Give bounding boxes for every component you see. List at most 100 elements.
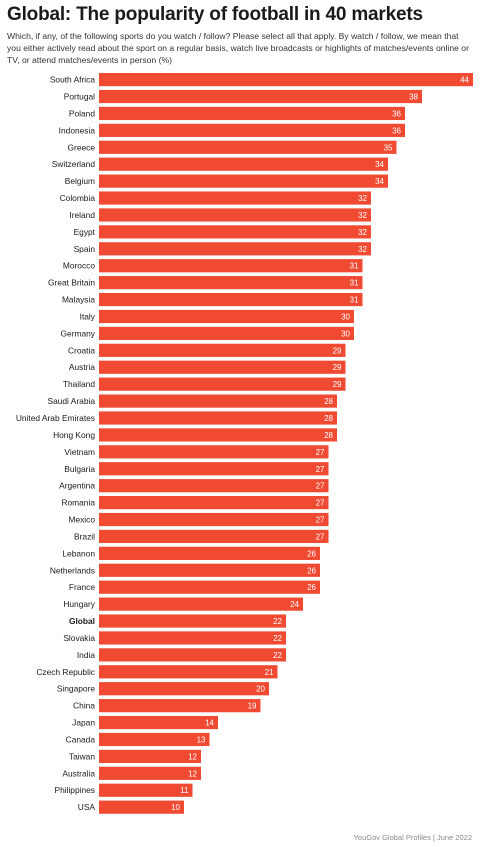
bar-mexico bbox=[99, 512, 329, 527]
value-label-great-britain: 31 bbox=[350, 279, 359, 288]
category-label-greece: Greece bbox=[68, 142, 96, 152]
category-label-morocco: Morocco bbox=[63, 261, 95, 271]
category-label-belgium: Belgium bbox=[65, 176, 95, 186]
category-label-south-africa: South Africa bbox=[50, 75, 96, 85]
bar-china bbox=[99, 699, 261, 713]
value-label-portugal: 38 bbox=[409, 93, 418, 102]
category-label-egypt: Egypt bbox=[74, 227, 96, 237]
category-label-france: France bbox=[69, 582, 95, 592]
category-label-global: Global bbox=[69, 616, 95, 626]
category-label-germany: Germany bbox=[61, 328, 96, 338]
category-label-india: India bbox=[77, 650, 96, 660]
category-label-canada: Canada bbox=[66, 734, 96, 744]
category-label-singapore: Singapore bbox=[57, 684, 96, 694]
category-label-netherlands: Netherlands bbox=[50, 565, 95, 575]
bar-croatia bbox=[99, 343, 346, 357]
value-label-india: 22 bbox=[273, 651, 282, 660]
category-label-vietnam: Vietnam bbox=[64, 447, 95, 457]
value-label-italy: 30 bbox=[341, 312, 350, 321]
value-label-singapore: 20 bbox=[256, 685, 265, 694]
category-label-slovakia: Slovakia bbox=[63, 633, 95, 643]
category-label-croatia: Croatia bbox=[68, 345, 95, 355]
category-label-taiwan: Taiwan bbox=[69, 751, 95, 761]
bar-philippines bbox=[99, 783, 193, 797]
category-label-czech-republic: Czech Republic bbox=[36, 667, 95, 677]
value-label-south-africa: 44 bbox=[460, 76, 469, 85]
bar-france bbox=[99, 580, 320, 594]
bar-portugal bbox=[99, 89, 422, 104]
bar-canada bbox=[99, 732, 210, 747]
bar-vietnam bbox=[99, 445, 329, 459]
bar-south-africa bbox=[99, 73, 473, 87]
value-label-netherlands: 26 bbox=[307, 566, 316, 575]
value-label-brazil: 27 bbox=[316, 532, 325, 541]
category-label-china: China bbox=[73, 701, 95, 711]
value-label-hong-kong: 28 bbox=[324, 431, 333, 440]
category-label-poland: Poland bbox=[69, 108, 95, 118]
bar-global bbox=[99, 614, 286, 628]
category-label-ireland: Ireland bbox=[69, 210, 95, 220]
value-label-austria: 29 bbox=[333, 363, 342, 372]
bar-saudi-arabia bbox=[99, 394, 337, 408]
value-label-switzerland: 34 bbox=[375, 160, 384, 169]
category-label-malaysia: Malaysia bbox=[62, 295, 95, 305]
value-label-argentina: 27 bbox=[316, 482, 325, 491]
value-label-czech-republic: 21 bbox=[265, 668, 274, 677]
bar-japan bbox=[99, 715, 218, 730]
category-label-brazil: Brazil bbox=[74, 531, 95, 541]
category-label-great-britain: Great Britain bbox=[48, 278, 95, 288]
value-label-mexico: 27 bbox=[316, 516, 325, 525]
bar-netherlands bbox=[99, 563, 320, 577]
category-label-portugal: Portugal bbox=[64, 92, 95, 102]
bar-poland bbox=[99, 106, 405, 121]
category-label-usa: USA bbox=[78, 802, 96, 812]
value-label-greece: 35 bbox=[384, 143, 393, 152]
category-label-spain: Spain bbox=[74, 244, 96, 254]
bar-indonesia bbox=[99, 123, 405, 137]
value-label-taiwan: 12 bbox=[188, 752, 197, 761]
category-label-japan: Japan bbox=[72, 718, 95, 728]
value-label-china: 19 bbox=[248, 702, 257, 711]
value-label-france: 26 bbox=[307, 583, 316, 592]
bar-ireland bbox=[99, 208, 371, 222]
bar-united-arab-emirates bbox=[99, 411, 337, 425]
value-label-philippines: 11 bbox=[180, 786, 189, 795]
bar-thailand bbox=[99, 377, 346, 391]
value-label-australia: 12 bbox=[188, 769, 197, 778]
bar-slovakia bbox=[99, 631, 286, 645]
bar-hong-kong bbox=[99, 428, 337, 442]
bar-austria bbox=[99, 360, 346, 374]
value-label-hungary: 24 bbox=[290, 600, 299, 609]
value-label-croatia: 29 bbox=[333, 346, 342, 355]
value-label-morocco: 31 bbox=[350, 262, 359, 271]
bar-india bbox=[99, 648, 286, 662]
category-label-lebanon: Lebanon bbox=[62, 548, 95, 558]
bar-australia bbox=[99, 766, 201, 780]
value-label-japan: 14 bbox=[205, 719, 214, 728]
category-label-australia: Australia bbox=[62, 768, 95, 778]
value-label-global: 22 bbox=[273, 617, 282, 626]
value-label-belgium: 34 bbox=[375, 177, 384, 186]
value-label-poland: 36 bbox=[392, 109, 401, 118]
bar-bulgaria bbox=[99, 462, 329, 476]
value-label-thailand: 29 bbox=[333, 380, 342, 389]
category-label-colombia: Colombia bbox=[60, 193, 96, 203]
bar-italy bbox=[99, 309, 354, 324]
category-label-bulgaria: Bulgaria bbox=[64, 464, 95, 474]
category-label-hong-kong: Hong Kong bbox=[53, 430, 95, 440]
value-label-ireland: 32 bbox=[358, 211, 367, 220]
bar-hungary bbox=[99, 597, 303, 611]
value-label-malaysia: 31 bbox=[350, 296, 359, 305]
value-label-romania: 27 bbox=[316, 499, 325, 508]
bar-egypt bbox=[99, 225, 371, 239]
bar-lebanon bbox=[99, 546, 320, 560]
source-note: YouGov Global Profiles | June 2022 bbox=[353, 833, 472, 842]
value-label-indonesia: 36 bbox=[392, 126, 401, 135]
value-label-colombia: 32 bbox=[358, 194, 367, 203]
bar-malaysia bbox=[99, 292, 363, 307]
bar-singapore bbox=[99, 682, 269, 696]
category-label-indonesia: Indonesia bbox=[59, 125, 96, 135]
bar-taiwan bbox=[99, 749, 201, 763]
bar-germany bbox=[99, 326, 354, 340]
